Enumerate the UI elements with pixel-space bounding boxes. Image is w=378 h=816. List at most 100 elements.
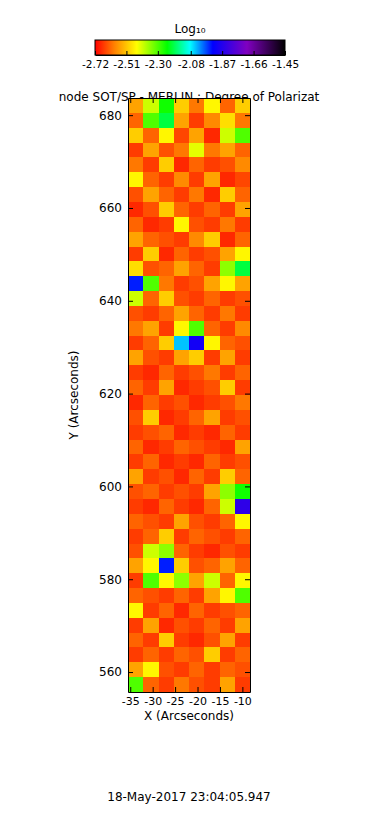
- cell: [204, 395, 220, 410]
- cell: [204, 588, 220, 603]
- cell: [204, 573, 220, 588]
- cell: [189, 202, 205, 217]
- cell: [143, 633, 159, 648]
- cell: [174, 336, 190, 351]
- x-axis-line: [129, 692, 251, 693]
- cell: [189, 440, 205, 455]
- cell: [159, 350, 175, 365]
- cell: [235, 573, 250, 588]
- cell: [220, 321, 236, 336]
- cell: [204, 143, 220, 158]
- x-axis-tick-mark: [153, 687, 154, 692]
- cell: [159, 484, 175, 499]
- cell: [174, 321, 190, 336]
- x-axis-top-tick-mark: [242, 98, 243, 103]
- y-axis-tick-label: 620: [99, 387, 122, 401]
- y-axis-tick-mark: [128, 208, 133, 209]
- cell: [235, 261, 250, 276]
- cell: [204, 113, 220, 128]
- cell: [235, 232, 250, 247]
- cell: [159, 603, 175, 618]
- cell: [204, 603, 220, 618]
- cell: [143, 395, 159, 410]
- x-axis-top-tick: [220, 98, 221, 103]
- cell: [220, 232, 236, 247]
- cell: [174, 143, 190, 158]
- cell: [220, 558, 236, 573]
- x-axis-tick-label: -10: [234, 695, 252, 708]
- cell: [189, 484, 205, 499]
- cell: [220, 677, 236, 692]
- cell: [143, 143, 159, 158]
- cell: [159, 291, 175, 306]
- cell: [143, 603, 159, 618]
- cell: [204, 469, 220, 484]
- cell: [159, 573, 175, 588]
- cell: [220, 440, 236, 455]
- y-axis-tick-label: 640: [99, 294, 122, 308]
- cell: [174, 187, 190, 202]
- cell: [235, 202, 250, 217]
- cell: [143, 558, 159, 573]
- cell: [204, 157, 220, 172]
- x-axis-tick-mark: [175, 687, 176, 692]
- cell: [204, 187, 220, 202]
- cell: [235, 113, 250, 128]
- y-axis-tick: 560: [99, 665, 133, 679]
- cell: [174, 544, 190, 559]
- cell: [174, 157, 190, 172]
- cell: [204, 484, 220, 499]
- cell: [235, 350, 250, 365]
- y-axis-tick-mark: [128, 301, 133, 302]
- cell: [128, 336, 144, 351]
- x-axis-tick: -25: [167, 687, 185, 708]
- cell: [159, 276, 175, 291]
- cell: [174, 603, 190, 618]
- cell: [128, 128, 144, 143]
- cell: [235, 143, 250, 158]
- cell: [174, 573, 190, 588]
- cell: [174, 306, 190, 321]
- cell: [220, 633, 236, 648]
- y-axis-right-tick: [245, 486, 250, 487]
- cell: [220, 261, 236, 276]
- cell: [174, 232, 190, 247]
- cell: [143, 647, 159, 662]
- cell: [174, 618, 190, 633]
- cell: [159, 410, 175, 425]
- x-axis-top-tick: [130, 98, 131, 103]
- cell: [189, 454, 205, 469]
- cell: [143, 440, 159, 455]
- y-axis-tick-label: 560: [99, 665, 122, 679]
- x-axis-tick-label: -25: [167, 695, 185, 708]
- y-axis: 560580600620640660680: [99, 99, 133, 693]
- colorbar-tick-mark: [158, 51, 159, 55]
- cell: [204, 647, 220, 662]
- cell: [159, 499, 175, 514]
- cell: [204, 425, 220, 440]
- cell: [143, 261, 159, 276]
- x-axis-top-tick-mark: [198, 98, 199, 103]
- colorbar-tick-label: -2.72: [82, 58, 109, 70]
- x-axis-top-tick: [198, 98, 199, 103]
- cell: [143, 113, 159, 128]
- cell: [128, 395, 144, 410]
- cell: [235, 484, 250, 499]
- cell: [189, 380, 205, 395]
- cell: [204, 321, 220, 336]
- cell: [159, 380, 175, 395]
- cell: [159, 202, 175, 217]
- cell: [159, 232, 175, 247]
- cell: [189, 647, 205, 662]
- cell: [128, 217, 144, 232]
- cell: [235, 558, 250, 573]
- cell: [235, 440, 250, 455]
- cell: [143, 514, 159, 529]
- cell: [128, 306, 144, 321]
- cell: [128, 187, 144, 202]
- colorbar-tick-label: -2.30: [145, 58, 172, 70]
- cell: [220, 544, 236, 559]
- cell: [159, 365, 175, 380]
- cell: [189, 662, 205, 677]
- cell: [143, 529, 159, 544]
